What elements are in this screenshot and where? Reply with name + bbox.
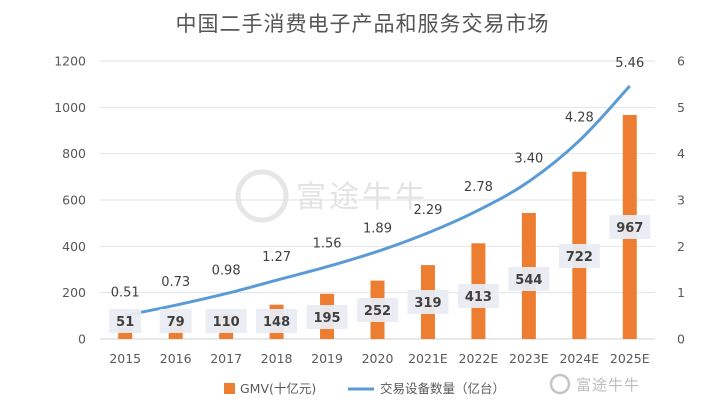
bar-label-box [306,305,348,329]
x-tick-label: 2021E [408,351,448,366]
x-axis: 2015 2016 2017 2018 2019 2020 2021E 2022E 2023E 2… [109,351,649,366]
right-tick-label: 0 [677,332,685,347]
line-data-label: 5.46 [615,56,644,71]
left-tick-label: 1000 [54,100,86,115]
bar-data-label: 110 [213,315,240,330]
watermark-text-center: 富途牛牛 [296,180,428,215]
bar-data-label: 195 [313,311,340,326]
x-tick-label: 2017 [210,351,242,366]
bar-label-box [159,309,192,333]
line-labels: 0.51 0.73 0.98 1.27 1.56 1.89 2.29 2.78 3.40 4.28… [111,56,644,300]
left-tick-label: 200 [62,285,86,300]
x-tick-label: 2019 [311,351,343,366]
legend: GMV(十亿元) 交易设备数量（亿台） [224,381,505,396]
x-tick-label: 2016 [160,351,192,366]
left-tick-label: 1200 [54,54,86,69]
bar-label-box [407,290,449,314]
bar-label-box [457,284,499,308]
legend-swatch-gmv [224,383,235,394]
bar-data-label: 967 [616,221,643,236]
bar-label-box [205,309,247,333]
right-axis: 0 1 2 3 4 5 6 [677,54,685,347]
x-tick-label: 2018 [261,351,293,366]
bar-label-box [558,244,600,268]
x-tick-label: 2022E [459,351,499,366]
bar-data-label: 148 [263,315,290,330]
line-data-label: 1.56 [313,237,342,252]
x-tick-label: 2020 [362,351,394,366]
right-tick-label: 3 [677,193,685,208]
bar-label-box [508,267,550,291]
bar-data-label: 544 [515,273,542,288]
right-tick-label: 4 [677,146,685,161]
watermark-center: 富途牛牛 [235,169,428,223]
device-count-line [124,85,631,317]
left-tick-label: 800 [62,146,86,161]
bar-data-label: 79 [167,315,185,330]
bar-label-box [357,298,398,322]
right-tick-label: 6 [677,54,685,69]
bar [118,327,133,339]
line-data-label: 2.78 [464,180,493,195]
line-data-label: 1.89 [363,221,392,236]
watermark-logo-icon [235,169,289,223]
gridlines [100,60,655,340]
x-tick-label: 2015 [109,351,141,366]
right-tick-label: 2 [677,239,685,254]
watermark-text-corner: 富途牛牛 [576,376,640,394]
line-data-label: 4.28 [565,111,594,126]
bar-label-box [109,309,142,333]
x-tick-label: 2025E [610,351,650,366]
legend-label-devices: 交易设备数量（亿台） [380,381,505,396]
bar-data-label: 319 [414,296,441,311]
bar-data-label: 413 [465,290,492,305]
bar-data-label: 252 [364,304,391,319]
line-data-label: 0.51 [111,285,140,300]
line-data-label: 0.98 [212,264,241,279]
bar-label-box [256,309,298,333]
line-data-label: 0.73 [161,275,190,290]
bar-data-label: 722 [566,250,593,265]
line-data-label: 2.29 [413,203,442,218]
left-axis: 0 200 400 600 800 1000 1200 [54,54,86,347]
legend-label-gmv: GMV(十亿元) [240,381,316,396]
bar-data-label: 51 [116,315,134,330]
chart-title: 中国二手消费电子产品和服务交易市场 [175,12,550,36]
right-tick-label: 5 [677,100,685,115]
line-data-label: 1.27 [262,250,291,265]
right-tick-label: 1 [677,285,685,300]
x-tick-label: 2023E [509,351,549,366]
watermark-corner: 富途牛牛 [549,373,640,395]
bar-labels: 51 79 110 148 195 252 319 413 544 722 967 [109,215,651,333]
bar-label-box [609,215,651,239]
x-tick-label: 2024E [559,351,599,366]
left-tick-label: 0 [78,332,86,347]
left-tick-label: 600 [62,193,86,208]
line-series [124,85,631,317]
line-data-label: 3.40 [514,151,543,166]
left-tick-label: 400 [62,239,86,254]
watermark-corner-logo-icon [549,373,571,395]
